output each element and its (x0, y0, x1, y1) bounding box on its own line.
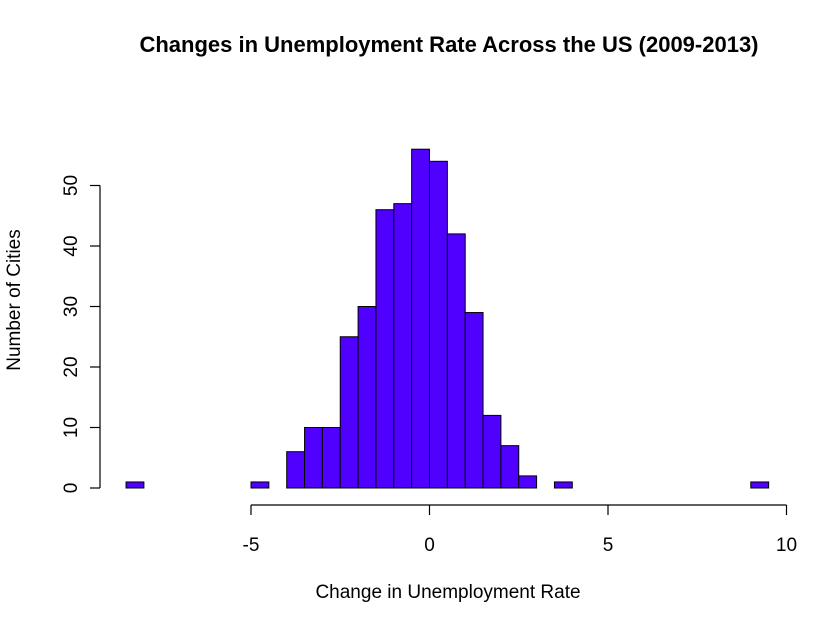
histogram-bar (393, 203, 413, 489)
x-tick-label: 0 (424, 535, 435, 556)
y-tick-label: 10 (61, 417, 82, 438)
y-axis-label: Number of Cities (4, 229, 25, 371)
histogram-bar (321, 427, 341, 489)
y-tick-label: 30 (61, 296, 82, 317)
x-tick-label: 10 (776, 535, 797, 556)
histogram-bar (464, 312, 484, 489)
y-tick-label: 40 (61, 235, 82, 256)
histogram-bar (357, 306, 377, 489)
x-tick-label: -5 (243, 535, 260, 556)
histogram-bar (250, 481, 270, 489)
x-axis-label: Change in Unemployment Rate (315, 582, 580, 603)
chart-title: Changes in Unemployment Rate Across the … (139, 32, 758, 57)
y-tick-label: 50 (61, 175, 82, 196)
histogram-bar (500, 445, 520, 489)
histogram-bar (750, 481, 770, 489)
histogram-bar (446, 233, 466, 489)
histogram-bar (339, 336, 359, 489)
x-tick-label: 5 (603, 535, 614, 556)
histogram-bar (304, 427, 323, 489)
x-axis: -5 0 5 10 (243, 504, 797, 556)
y-tick-label: 20 (61, 356, 82, 377)
histogram-bar (286, 451, 306, 489)
histogram-bar (375, 209, 395, 489)
histogram-bars (125, 148, 770, 489)
y-axis: 0 10 20 30 40 50 (61, 175, 101, 494)
histogram-bar (553, 481, 573, 489)
y-tick-label: 0 (61, 483, 82, 494)
histogram-bar (518, 475, 538, 489)
histogram-bar (482, 414, 502, 489)
histogram-bar (411, 148, 430, 489)
histogram-bar (429, 160, 448, 489)
histogram-bar (125, 481, 145, 489)
